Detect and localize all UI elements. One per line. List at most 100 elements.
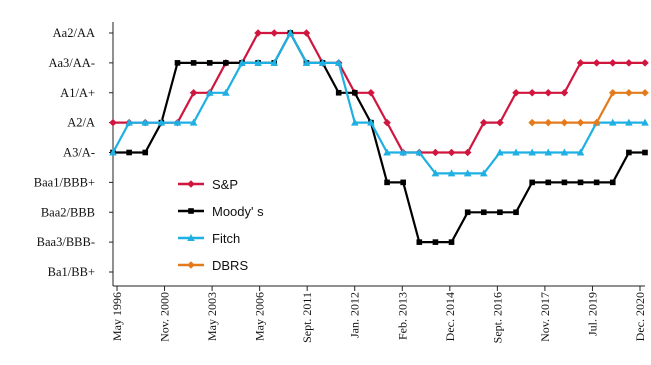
data-point-moody-s <box>464 209 471 216</box>
data-point-fitch <box>367 118 375 126</box>
x-tick-label: May 2006 <box>253 292 267 341</box>
series-layer <box>109 29 649 245</box>
x-tick-label: Dec. 2020 <box>633 292 647 341</box>
y-tick-label: Baa1/BBB+ <box>34 175 95 189</box>
x-tick-label: Nov. 2017 <box>538 292 552 342</box>
data-point-fitch <box>286 29 295 36</box>
x-tick-label: Sept. 2011 <box>300 292 314 343</box>
data-point-moody-s <box>577 179 584 186</box>
data-point-fitch <box>302 58 311 66</box>
data-point-s-p <box>592 59 601 67</box>
x-tick-label: Nov. 2000 <box>158 292 172 342</box>
data-point-fitch <box>463 169 472 177</box>
y-tick-label: A1/A+ <box>60 86 95 100</box>
data-point-s-p <box>189 88 198 97</box>
data-point-moody-s <box>480 209 487 216</box>
data-point-s-p <box>641 59 649 67</box>
legend-label: Moody' s <box>212 204 264 219</box>
data-point-moody-s <box>384 179 390 186</box>
legend-item-dbrs: DBRS <box>178 258 248 273</box>
y-tick-label: Baa2/BBB <box>41 205 95 219</box>
data-point-s-p <box>447 148 456 157</box>
data-point-dbrs <box>641 88 649 97</box>
data-point-moody-s <box>642 149 648 156</box>
data-point-fitch <box>399 148 407 156</box>
y-tick-label: Baa3/BBB- <box>37 235 95 249</box>
x-tick-label: Dec. 2014 <box>443 292 457 341</box>
data-point-s-p <box>576 59 585 67</box>
data-point-moody-s <box>529 179 535 186</box>
data-point-moody-s <box>545 179 552 186</box>
data-point-fitch <box>496 148 504 156</box>
data-point-fitch <box>415 148 424 156</box>
data-point-fitch <box>625 118 633 126</box>
data-point-moody-s <box>497 209 503 216</box>
series-line-fitch <box>112 30 645 175</box>
data-point-moody-s <box>352 89 358 96</box>
legend: S&P Moody' s Fitch DBRS <box>178 177 264 273</box>
data-point-moody-s <box>448 239 455 245</box>
data-point-moody-s <box>206 60 213 66</box>
x-tick-label: May 2003 <box>205 292 219 341</box>
x-tick-label: May 1996 <box>110 292 124 341</box>
legend-label: Fitch <box>212 231 240 246</box>
data-point-fitch <box>383 148 391 156</box>
data-point-s-p <box>625 59 633 67</box>
data-point-moody-s <box>400 179 406 186</box>
series-fitch <box>109 29 649 177</box>
legend-marker <box>187 261 195 269</box>
data-point-moody-s <box>126 149 132 156</box>
data-point-s-p <box>254 29 262 37</box>
data-point-fitch <box>318 58 327 66</box>
data-point-fitch <box>189 118 198 126</box>
data-point-s-p <box>512 88 520 97</box>
data-point-s-p <box>528 88 536 97</box>
data-point-fitch <box>560 148 569 156</box>
legend-label: DBRS <box>212 258 248 273</box>
data-point-dbrs <box>560 118 569 127</box>
data-point-fitch <box>238 58 246 66</box>
series-line-dbrs <box>532 91 645 124</box>
data-point-moody-s <box>561 179 568 186</box>
data-point-moody-s <box>335 89 342 96</box>
data-point-fitch <box>109 148 117 156</box>
data-point-fitch <box>270 58 279 66</box>
data-point-moody-s <box>190 60 197 66</box>
legend-marker <box>187 234 195 241</box>
legend-label: S&P <box>212 177 238 192</box>
x-tick-label: Sept. 2016 <box>490 292 504 343</box>
data-point-s-p <box>560 88 569 97</box>
data-point-fitch <box>222 88 230 96</box>
data-point-dbrs <box>544 118 553 127</box>
data-point-moody-s <box>513 209 519 216</box>
data-point-s-p <box>270 29 279 37</box>
y-tick-label: A3/A- <box>63 146 95 160</box>
legend-item-s-p: S&P <box>178 177 238 192</box>
data-point-fitch <box>205 88 214 96</box>
x-tick-label: Jan. 2012 <box>348 292 362 338</box>
data-point-fitch <box>528 148 536 156</box>
y-tick-label: Aa3/AA- <box>48 56 95 70</box>
data-point-s-p <box>463 148 472 157</box>
legend-item-moody-s: Moody' s <box>178 204 264 219</box>
data-point-s-p <box>383 118 391 127</box>
data-point-s-p <box>367 88 375 97</box>
data-point-fitch <box>608 118 617 126</box>
y-tick-labels: Ba1/BB+ Baa3/BBB- Baa2/BBB Baa1/BBB+ A3/A- A2… <box>34 26 113 279</box>
data-point-moody-s <box>142 149 149 156</box>
x-tick-label: Jul. 2019 <box>585 292 599 336</box>
data-point-dbrs <box>608 88 617 97</box>
legend-marker <box>187 180 195 188</box>
data-point-fitch <box>641 118 649 126</box>
data-point-fitch <box>141 118 150 126</box>
data-point-s-p <box>496 118 504 127</box>
data-point-moody-s <box>223 60 229 66</box>
data-point-s-p <box>479 118 488 127</box>
data-point-fitch <box>334 58 343 66</box>
data-point-moody-s <box>626 149 632 156</box>
data-point-fitch <box>157 118 166 126</box>
legend-item-fitch: Fitch <box>178 231 240 246</box>
data-point-fitch <box>254 58 262 66</box>
data-point-dbrs <box>625 88 633 97</box>
